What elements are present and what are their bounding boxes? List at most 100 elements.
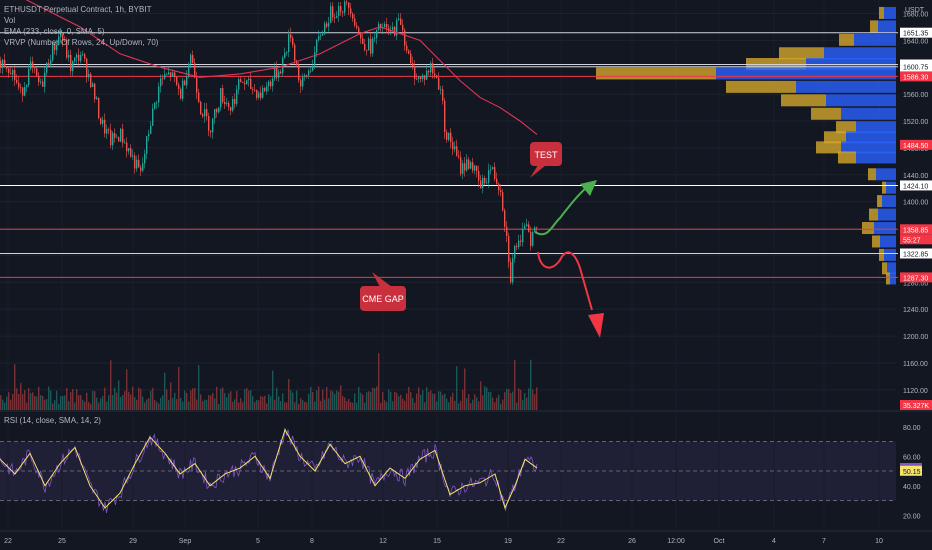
candle-body bbox=[36, 68, 38, 76]
time-tick-label: 19 bbox=[504, 538, 512, 545]
candle-body bbox=[226, 102, 228, 105]
candle-body bbox=[258, 92, 260, 98]
price-badge: 1651.35 bbox=[900, 27, 932, 38]
volume-bar bbox=[328, 398, 330, 410]
candle-body bbox=[396, 20, 398, 36]
candle-body bbox=[38, 75, 40, 83]
volume-bar bbox=[398, 396, 400, 410]
candle-body bbox=[6, 67, 8, 69]
projection-down-arrow bbox=[588, 313, 604, 338]
volume-bar bbox=[456, 366, 458, 410]
candle-body bbox=[366, 49, 368, 51]
volume-bar bbox=[232, 401, 234, 410]
volume-bar bbox=[92, 390, 94, 410]
legend-ema[interactable]: EMA (233, close, 0, SMA, 5) bbox=[4, 27, 105, 36]
volume-bar bbox=[116, 392, 118, 410]
candle-body bbox=[532, 232, 534, 246]
candle-body bbox=[158, 86, 160, 103]
candle-body bbox=[374, 37, 376, 39]
volume-bar bbox=[334, 393, 336, 410]
volume-bar bbox=[320, 400, 322, 410]
legend-rsi[interactable]: RSI (14, close, SMA, 14, 2) bbox=[4, 415, 101, 426]
volume-bar bbox=[266, 403, 268, 410]
volume-bar bbox=[100, 398, 102, 410]
volume-bar bbox=[122, 394, 124, 410]
volume-bar bbox=[16, 388, 18, 410]
candle-body bbox=[262, 88, 264, 98]
candle-body bbox=[454, 146, 456, 150]
time-tick-label: 22 bbox=[557, 538, 565, 545]
volume-bar bbox=[404, 400, 406, 410]
vp-down-bar bbox=[884, 248, 896, 261]
legend-rsi-label[interactable]: RSI (14, close, SMA, 14, 2) bbox=[4, 416, 101, 425]
candle-body bbox=[512, 258, 514, 283]
volume-bar bbox=[94, 391, 96, 410]
price-tick-label: 1680.00 bbox=[903, 11, 928, 18]
legend-symbol[interactable]: ETHUSDT Perpetual Contract, 1h, BYBIT bbox=[4, 5, 152, 14]
candle-body bbox=[18, 82, 20, 88]
candle-body bbox=[148, 133, 150, 137]
candle-body bbox=[436, 75, 438, 79]
legend-volume[interactable]: Vol bbox=[4, 16, 16, 25]
price-badge: 1600.75 bbox=[900, 61, 932, 72]
volume-bar bbox=[442, 394, 444, 410]
volume-bar bbox=[408, 386, 410, 410]
candle-body bbox=[214, 109, 216, 119]
volume-bar bbox=[494, 402, 496, 410]
candle-body bbox=[308, 70, 310, 76]
volume-bar bbox=[146, 399, 148, 410]
candle-body bbox=[76, 54, 78, 58]
volume-bar bbox=[168, 400, 170, 410]
volume-bar bbox=[280, 400, 282, 410]
candle-body bbox=[434, 73, 436, 76]
volume-bar bbox=[506, 388, 508, 410]
price-badge: 1586.30 bbox=[900, 71, 932, 82]
candle-body bbox=[124, 142, 126, 144]
volume-bar bbox=[104, 387, 106, 410]
candle-body bbox=[128, 148, 130, 152]
volume-bar bbox=[22, 394, 24, 410]
volume-bar bbox=[248, 390, 250, 410]
callout-cme-gap: CME GAP bbox=[360, 272, 406, 311]
ema-233-line bbox=[25, 0, 538, 135]
volume-bar bbox=[204, 399, 206, 410]
candle-body bbox=[502, 192, 504, 211]
volume-bar bbox=[252, 396, 254, 410]
candle-body bbox=[406, 45, 408, 51]
price-badge-bg bbox=[900, 27, 932, 38]
candle-body bbox=[64, 40, 66, 42]
volume-bar bbox=[420, 394, 422, 410]
candle-body bbox=[448, 132, 450, 140]
volume-bar bbox=[338, 391, 340, 410]
callout-test-pointer bbox=[530, 165, 546, 178]
price-badge-label: 1484.50 bbox=[903, 143, 928, 150]
candle-body bbox=[254, 89, 256, 91]
vp-up-bar bbox=[816, 141, 841, 154]
volume-bar bbox=[308, 393, 310, 410]
candle-body bbox=[16, 79, 18, 83]
candle-body bbox=[466, 159, 468, 171]
price-badge: 1287.30 bbox=[900, 272, 932, 283]
candle-body bbox=[284, 52, 286, 58]
volume-bar bbox=[106, 401, 108, 410]
volume-bar bbox=[462, 389, 464, 410]
candle-body bbox=[352, 13, 354, 19]
volume-bar bbox=[368, 391, 370, 410]
legend-vrvp[interactable]: VRVP (Number Of Rows, 24, Up/Down, 70) bbox=[4, 38, 159, 47]
candle-body bbox=[152, 108, 154, 126]
candle-body bbox=[428, 70, 430, 73]
candle-body bbox=[10, 73, 12, 75]
time-tick-label: 29 bbox=[129, 538, 137, 545]
volume-bar bbox=[52, 403, 54, 410]
vp-down-bar bbox=[890, 272, 896, 285]
candle-body bbox=[476, 165, 478, 172]
volume-bar bbox=[412, 398, 414, 410]
candle-body bbox=[90, 73, 92, 88]
volume-bar bbox=[428, 391, 430, 410]
candle-body bbox=[174, 72, 176, 78]
volume-bar bbox=[244, 389, 246, 410]
candle-body bbox=[156, 102, 158, 104]
candle-body bbox=[84, 54, 86, 59]
